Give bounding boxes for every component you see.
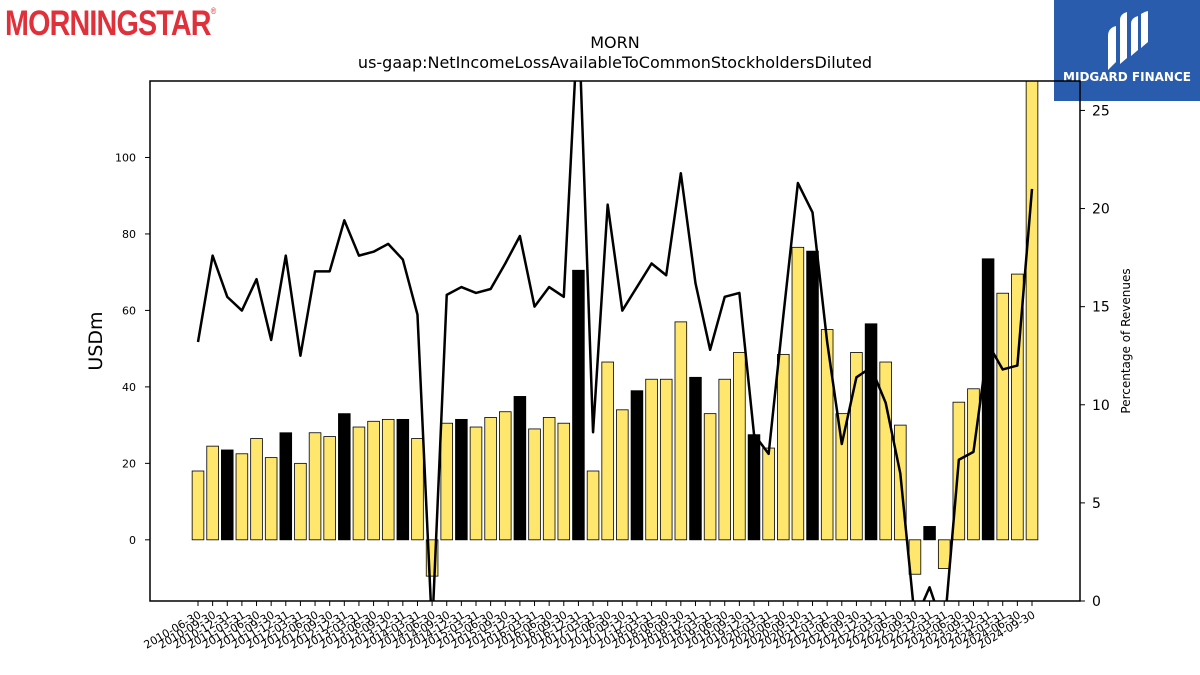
x-axis: 2010-06-302010-09-302010-12-312011-03-31…: [142, 601, 1038, 652]
bar: [820, 329, 834, 541]
y-axis-right: 0 5 10 15 20 25: [1080, 103, 1110, 610]
y2-tick-label: 25: [1092, 103, 1110, 119]
bar: [616, 409, 629, 541]
bar: [762, 447, 775, 541]
bar: [689, 376, 702, 541]
bar: [981, 258, 995, 541]
y2-tick-label: 5: [1092, 496, 1101, 512]
bar: [703, 413, 717, 541]
bar: [747, 434, 761, 541]
midgard-finance-logo: MIDGARD FINANCE: [1054, 0, 1200, 101]
y-tick-label: 0: [129, 534, 136, 547]
bar: [425, 539, 439, 577]
line-series: [196, 81, 1034, 601]
bar-series: [191, 81, 1039, 577]
bar: [513, 396, 527, 541]
bar: [264, 457, 278, 541]
bar: [352, 426, 366, 541]
bar: [733, 352, 746, 541]
y2-tick-label: 10: [1092, 398, 1110, 414]
morningstar-wordmark: MORNINGSTAR: [5, 4, 212, 43]
bar: [367, 420, 380, 541]
y2-axis-label: Percentage of Revenues: [1119, 268, 1133, 413]
y-axis-label: USDm: [85, 311, 107, 370]
bar: [308, 432, 322, 541]
bar: [996, 292, 1009, 541]
bar: [864, 323, 878, 541]
bar: [469, 426, 483, 541]
bar: [294, 462, 307, 541]
percentage-line: [196, 81, 1034, 601]
y-axis-left: 0 20 40 60 80 100: [115, 151, 150, 547]
y-tick-label: 80: [122, 228, 136, 241]
bar: [557, 422, 571, 541]
bar: [777, 353, 790, 541]
bar: [542, 417, 556, 541]
registered-mark: ®: [210, 6, 216, 16]
bar: [323, 436, 336, 541]
bar: [937, 539, 951, 569]
bar: [411, 438, 424, 541]
bar: [528, 428, 541, 541]
bar: [1025, 81, 1039, 541]
bar: [191, 470, 205, 541]
y-tick-label: 40: [122, 381, 136, 394]
morningstar-logo: MORNINGSTAR®: [5, 4, 216, 44]
y2-tick-label: 20: [1092, 202, 1110, 218]
bar: [879, 361, 892, 541]
bar: [221, 449, 234, 541]
bar: [659, 378, 673, 541]
bar: [499, 411, 512, 541]
bar: [791, 246, 805, 541]
bar: [718, 378, 731, 541]
plot-frame: [149, 80, 1081, 602]
bar: [674, 321, 688, 541]
bar: [235, 453, 249, 541]
bar: [923, 526, 936, 541]
bar: [967, 388, 980, 541]
midgard-logo-icon: [1108, 11, 1148, 70]
y2-tick-label: 15: [1092, 300, 1110, 316]
y-tick-label: 100: [115, 151, 136, 164]
y-tick-label: 60: [122, 304, 136, 317]
bar: [455, 418, 468, 541]
bar: [440, 422, 453, 541]
bar: [806, 250, 819, 541]
chart-subtitle: us-gaap:NetIncomeLossAvailableToCommonSt…: [358, 53, 872, 72]
bar: [338, 413, 351, 541]
bar: [586, 470, 600, 541]
bar: [396, 418, 410, 541]
bar: [206, 445, 219, 541]
bar: [279, 432, 293, 541]
bar: [250, 438, 263, 541]
bar: [850, 352, 863, 541]
y2-tick-label: 0: [1092, 594, 1101, 610]
y-tick-label: 20: [122, 457, 136, 470]
bar: [484, 417, 497, 541]
midgard-wordmark: MIDGARD FINANCE: [1063, 70, 1191, 84]
bar: [835, 413, 849, 541]
bar: [645, 378, 658, 541]
bar: [630, 390, 644, 541]
bar: [601, 361, 614, 541]
bar: [1011, 273, 1024, 541]
bar: [572, 269, 585, 541]
chart-title: MORN: [590, 33, 639, 52]
bar: [381, 418, 395, 541]
